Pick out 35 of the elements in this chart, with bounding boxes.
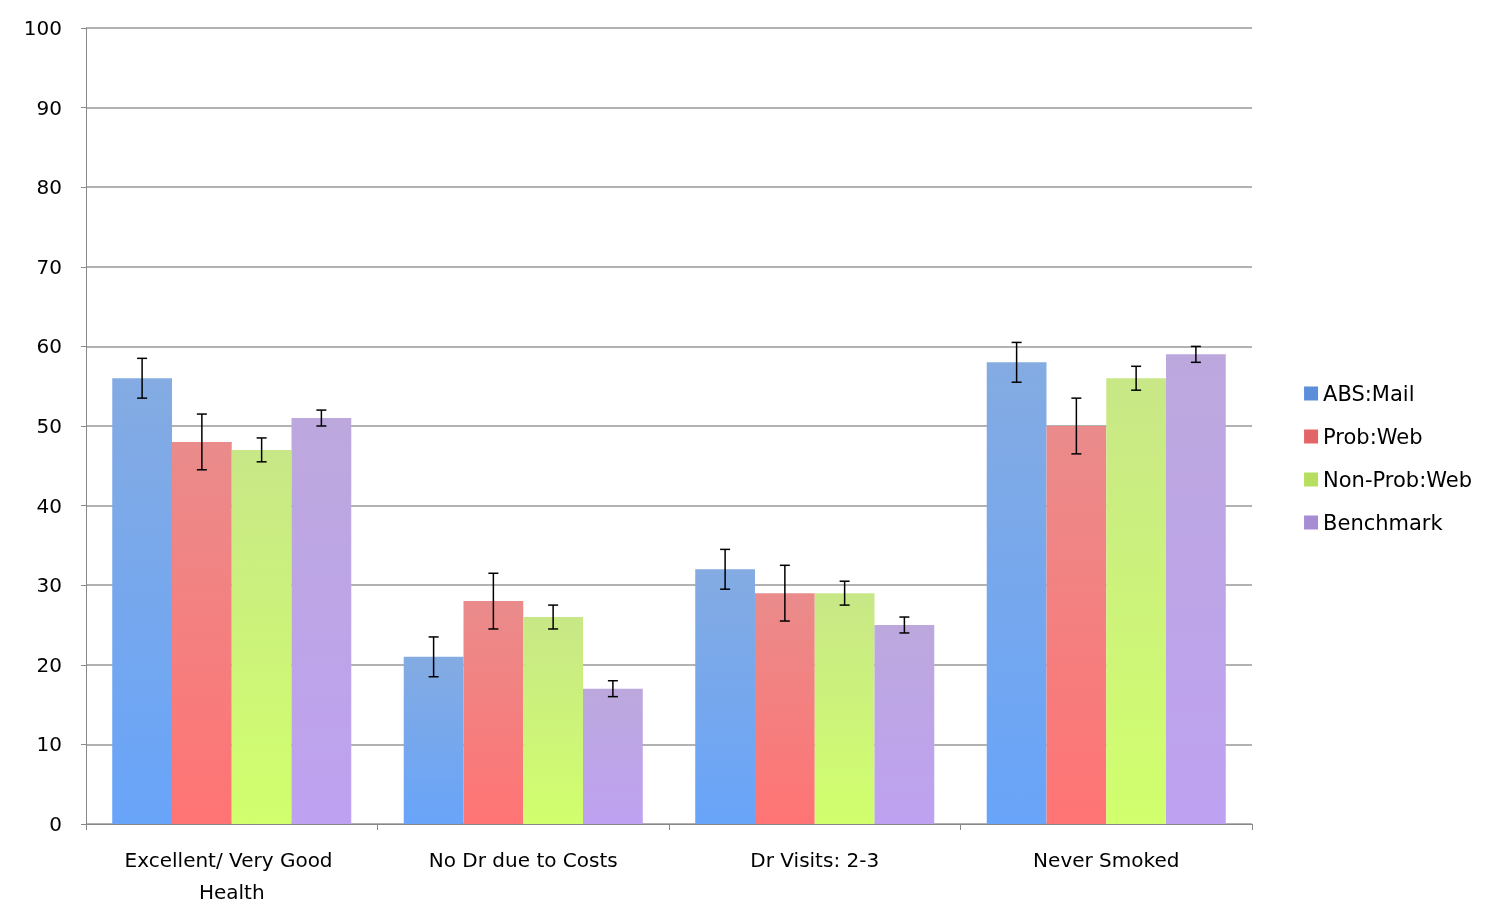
x-tick-label: Dr Visits: 2-3 [750,848,880,872]
legend-label: Benchmark [1323,510,1444,535]
y-tick-label: 50 [36,414,62,438]
x-tick-label: Excellent/ Very Good Health [124,848,339,904]
y-tick-label: 10 [36,732,62,757]
bar [112,378,172,824]
y-tick-label: 60 [36,334,62,359]
y-tick-label: 30 [36,573,62,598]
bar [986,362,1047,824]
bar [231,449,292,824]
y-tick-label: 100 [23,16,62,40]
y-tick-label: 70 [36,254,62,279]
y-tick-label: 40 [36,493,62,518]
bar [403,656,464,824]
bar [1046,426,1107,824]
bar [874,625,935,824]
x-tick-label: No Dr due to Costs [428,848,618,872]
y-tick-label: 0 [49,812,62,836]
legend-label: Prob:Web [1323,424,1423,449]
bar [1166,354,1226,824]
bar [583,688,643,824]
bar [695,569,755,824]
bar [463,601,524,824]
legend-label: ABS:Mail [1323,381,1415,406]
bar [814,593,875,824]
y-tick-label: 20 [36,652,62,677]
legend-label: Non-Prob:Web [1323,467,1472,492]
x-tick-label: Never Smoked [1033,848,1180,872]
bar [523,617,584,824]
bar [1106,378,1167,824]
bar [754,593,815,824]
bar [171,441,232,824]
y-tick-label: 90 [36,95,62,120]
bar [291,418,352,824]
y-tick-label: 80 [36,175,62,200]
